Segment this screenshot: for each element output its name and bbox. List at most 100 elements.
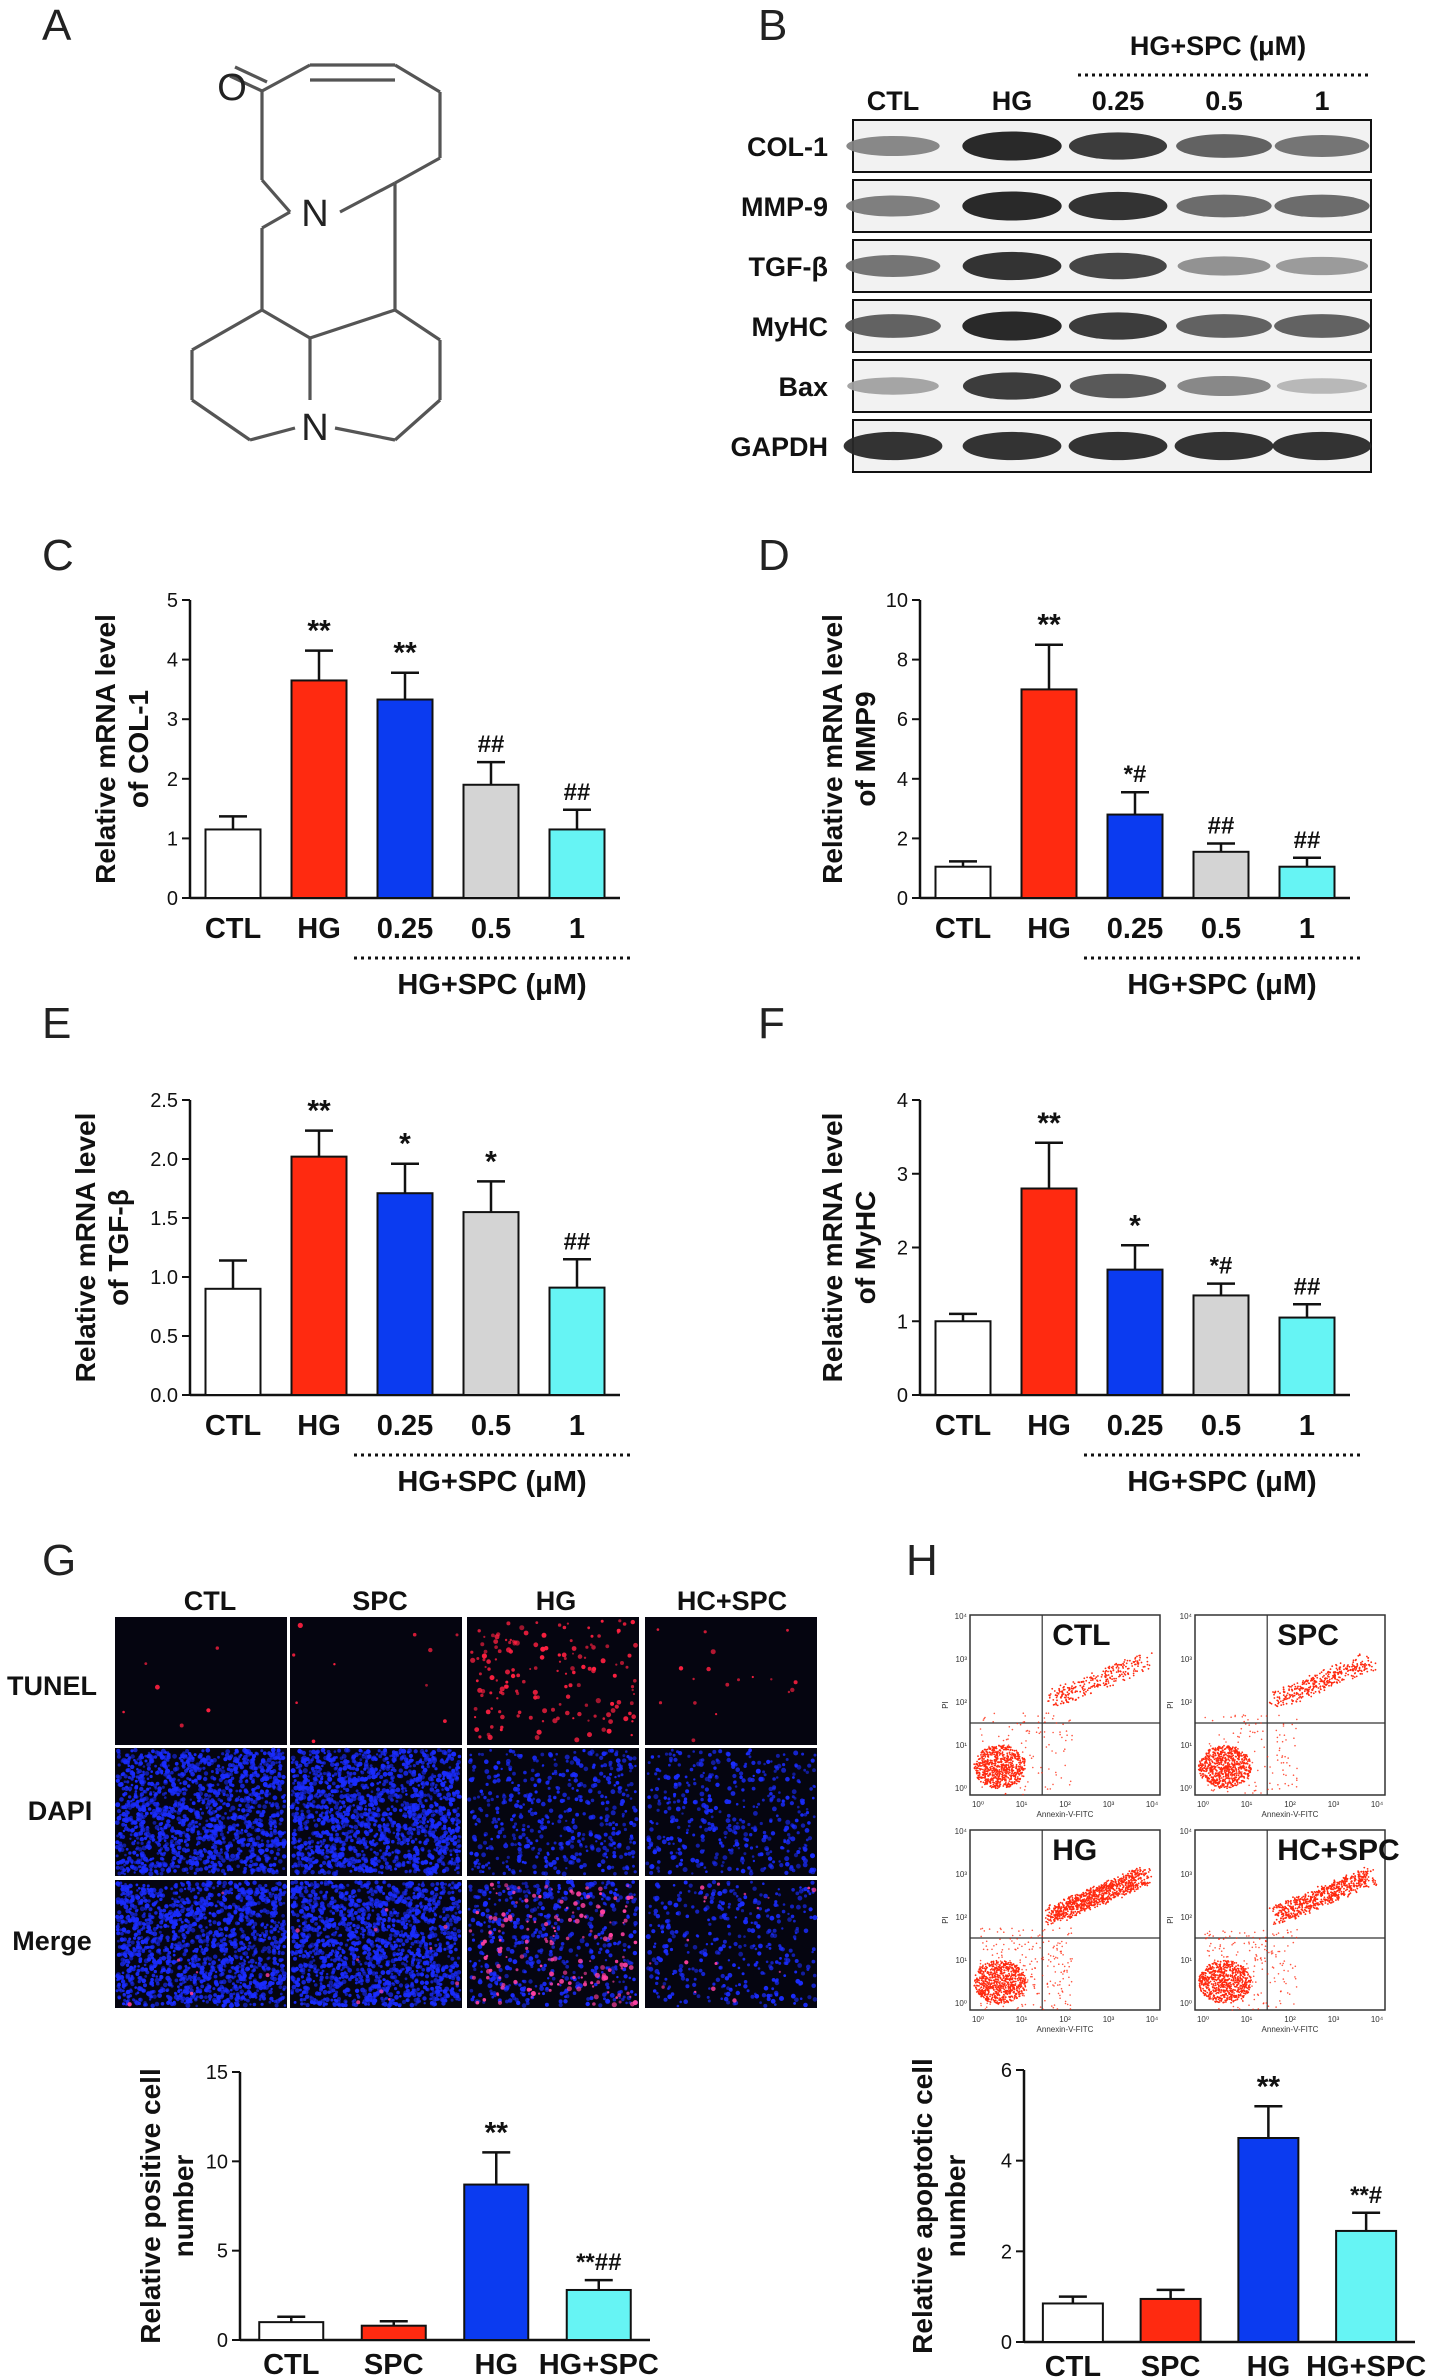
y-tick-label: 2 [167,769,178,791]
dapi-nucleus [215,1767,219,1771]
dapi-nucleus [448,1766,452,1769]
dapi-nucleus [136,1836,139,1840]
dapi-nucleus [354,1866,358,1870]
dapi-nucleus [332,1800,337,1804]
dapi-nucleus [274,1886,279,1891]
dapi-nucleus [246,1998,250,2003]
dapi-nucleus [174,1885,178,1889]
dapi-nucleus [318,1813,323,1818]
dapi-nucleus [136,1968,141,1973]
blot-band [1068,312,1168,340]
dapi-nucleus [164,1947,168,1952]
dapi-nucleus [246,1758,250,1762]
dapi-nucleus [272,1775,278,1781]
dapi-nucleus [150,1915,155,1920]
dapi-nucleus [452,1841,457,1846]
dapi-nucleus [231,1858,235,1862]
dapi-nucleus [152,1821,157,1825]
dapi-nucleus [215,1770,219,1775]
dapi-nucleus [282,1974,287,1979]
dapi-nucleus [132,1948,137,1952]
dapi-nucleus [378,1754,383,1759]
dapi-nucleus [207,1984,212,1989]
dapi-nucleus [260,1849,265,1854]
dapi-nucleus [230,1988,233,1992]
dapi-nucleus [198,1958,201,1961]
dapi-nucleus [172,1803,178,1808]
dapi-nucleus [458,1889,462,1893]
dapi-nucleus [434,1829,438,1832]
dapi-nucleus [349,1869,353,1873]
tunel-positive-cell [206,1708,211,1713]
dapi-nucleus [386,1761,390,1765]
dapi-nucleus [326,1754,331,1759]
dapi-nucleus [189,1978,193,1982]
dapi-nucleus [205,2000,209,2004]
dapi-nucleus [178,1756,182,1760]
dapi-nucleus [323,1751,326,1755]
dapi-nucleus [125,1866,130,1871]
dapi-nucleus [146,1766,151,1771]
dapi-nucleus [213,1862,218,1868]
dapi-nucleus [213,1824,217,1828]
dapi-nucleus [211,1960,217,1966]
dapi-nucleus [166,1953,170,1957]
dapi-nucleus [245,1779,248,1782]
dapi-nucleus [319,1864,323,1868]
dapi-nucleus [127,1961,131,1964]
dapi-nucleus [198,1791,204,1797]
dapi-nucleus [185,1897,189,1901]
tunel-col-ctl: CTL [184,1586,236,1616]
dapi-nucleus [449,1853,453,1856]
dapi-nucleus [280,1812,283,1815]
dapi-nucleus [370,1782,375,1787]
dapi-nucleus [412,1792,418,1798]
dapi-nucleus [138,1869,143,1873]
dapi-nucleus [215,1840,220,1845]
dapi-nucleus [157,1936,161,1940]
y-tick-label: 4 [897,769,908,791]
dapi-nucleus [310,1889,316,1895]
dapi-nucleus [435,1993,440,1998]
dapi-nucleus [244,1773,248,1776]
dapi-nucleus [257,1956,261,1960]
x-tick-label: HG [1027,913,1071,945]
dapi-nucleus [211,1912,215,1916]
dapi-nucleus [322,1860,327,1865]
dapi-nucleus [326,1809,330,1813]
dapi-nucleus [234,1748,239,1753]
dapi-nucleus [457,1754,462,1759]
dapi-nucleus [442,1774,446,1778]
dapi-nucleus [206,1797,210,1801]
dapi-nucleus [133,1792,138,1796]
dapi-nucleus [346,1771,350,1775]
dapi-nucleus [190,1939,194,1943]
dapi-nucleus [370,1790,374,1793]
dapi-nucleus [206,1856,211,1860]
blot-row-label: TGF-β [749,252,828,282]
dapi-nucleus [412,1764,416,1768]
dapi-nucleus [410,1898,413,1902]
dapi-nucleus [277,1752,283,1758]
dapi-nucleus [193,1810,199,1816]
dapi-nucleus [312,1780,317,1786]
dapi-nucleus [243,1771,247,1774]
dapi-nucleus [216,1783,220,1786]
blot-band [1174,431,1274,461]
dapi-nucleus [224,1779,229,1785]
dapi-nucleus [448,1802,454,1807]
dapi-nucleus [400,1787,404,1791]
dapi-nucleus [200,1811,205,1815]
dapi-nucleus [179,1944,184,1950]
dapi-nucleus [452,1791,456,1795]
dapi-nucleus [130,1754,135,1759]
dapi-nucleus [120,1938,124,1943]
dapi-nucleus [296,1792,300,1796]
dapi-nucleus [250,1833,253,1837]
dapi-nucleus [135,1943,140,1948]
dapi-nucleus [242,1983,247,1988]
dapi-nucleus [216,2003,219,2007]
dapi-nucleus [117,1871,122,1876]
dapi-nucleus [340,1790,343,1793]
dapi-nucleus [269,1925,273,1929]
